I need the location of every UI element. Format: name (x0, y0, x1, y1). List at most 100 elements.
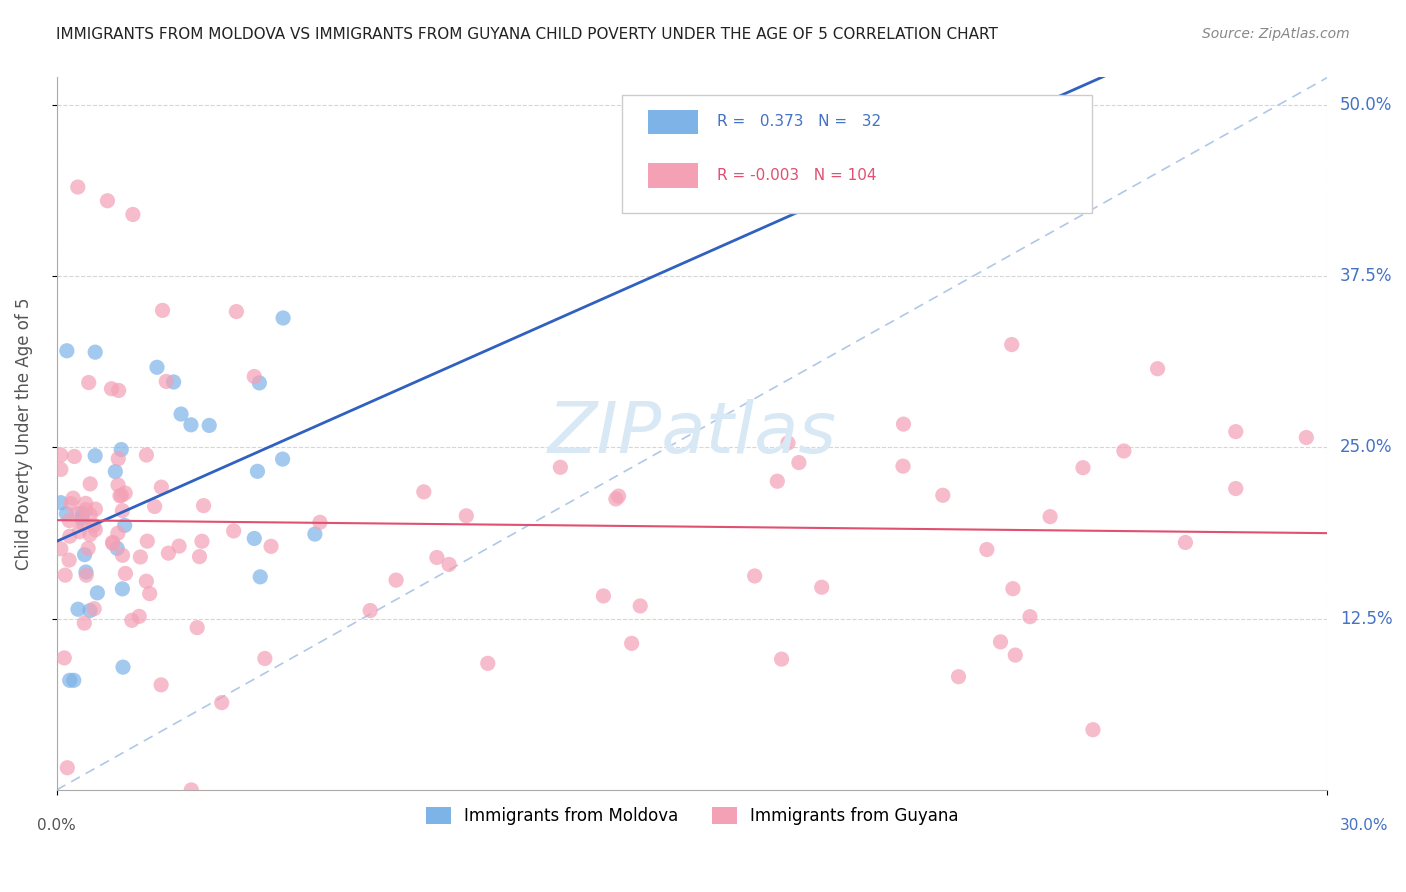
Immigrants from Guyana (53, 568, 76, 582)
Immigrants from Guyana (53, 651, 76, 665)
Immigrants from Moldova (180, 417, 202, 432)
Immigrants from Moldova (304, 527, 326, 541)
Immigrants from Guyana (101, 536, 124, 550)
Immigrants from Guyana (893, 417, 915, 431)
Immigrants from Guyana (1174, 535, 1197, 549)
Immigrants from Guyana (766, 475, 789, 489)
Immigrants from Guyana (84, 523, 107, 537)
Immigrants from Guyana (79, 527, 101, 541)
Immigrants from Guyana (1071, 460, 1094, 475)
Text: IMMIGRANTS FROM MOLDOVA VS IMMIGRANTS FROM GUYANA CHILD POVERTY UNDER THE AGE OF: IMMIGRANTS FROM MOLDOVA VS IMMIGRANTS FR… (56, 27, 998, 42)
Immigrants from Moldova (114, 518, 136, 533)
Immigrants from Guyana (107, 478, 129, 492)
Immigrants from Guyana (121, 207, 143, 221)
Immigrants from Moldova (271, 310, 294, 325)
Immigrants from Guyana (770, 652, 793, 666)
Immigrants from Guyana (193, 499, 215, 513)
Immigrants from Guyana (477, 657, 499, 671)
Immigrants from Moldova (49, 496, 72, 510)
Immigrants from Guyana (1081, 723, 1104, 737)
Immigrants from Guyana (932, 488, 955, 502)
Immigrants from Guyana (49, 462, 72, 476)
Immigrants from Guyana (359, 603, 381, 617)
Immigrants from Guyana (101, 535, 124, 549)
Immigrants from Guyana (605, 491, 627, 506)
Immigrants from Guyana (1019, 609, 1042, 624)
Text: 50.0%: 50.0% (1340, 95, 1392, 114)
Immigrants from Guyana (1146, 361, 1168, 376)
Immigrants from Moldova (56, 343, 79, 358)
Immigrants from Guyana (157, 546, 180, 560)
Immigrants from Guyana (63, 450, 86, 464)
Legend: Immigrants from Moldova, Immigrants from Guyana: Immigrants from Moldova, Immigrants from… (419, 800, 965, 831)
Immigrants from Guyana (180, 783, 202, 797)
Immigrants from Guyana (891, 459, 914, 474)
Immigrants from Guyana (79, 476, 101, 491)
Immigrants from Moldova (84, 345, 107, 359)
Immigrants from Guyana (167, 539, 190, 553)
Bar (648, 163, 699, 188)
Immigrants from Guyana (1001, 337, 1024, 351)
Immigrants from Guyana (107, 384, 129, 398)
Immigrants from Guyana (776, 436, 799, 450)
Text: R =   0.373   N =   32: R = 0.373 N = 32 (717, 114, 882, 129)
Immigrants from Guyana (67, 524, 90, 539)
Immigrants from Guyana (222, 524, 245, 538)
Immigrants from Guyana (79, 508, 101, 522)
Immigrants from Guyana (58, 514, 80, 528)
Immigrants from Guyana (136, 534, 159, 549)
Text: 37.5%: 37.5% (1340, 267, 1393, 285)
Immigrants from Guyana (620, 636, 643, 650)
Immigrants from Guyana (56, 761, 79, 775)
Immigrants from Moldova (271, 452, 294, 467)
Immigrants from Guyana (1004, 648, 1026, 662)
Immigrants from Guyana (121, 613, 143, 627)
Immigrants from Guyana (129, 549, 152, 564)
Immigrants from Moldova (111, 582, 134, 596)
Immigrants from Guyana (550, 460, 572, 475)
Immigrants from Moldova (146, 360, 169, 375)
Immigrants from Guyana (135, 448, 157, 462)
Immigrants from Guyana (58, 553, 80, 567)
Immigrants from Guyana (191, 534, 214, 549)
Immigrants from Guyana (744, 569, 766, 583)
Text: 0.0%: 0.0% (37, 819, 76, 833)
Immigrants from Guyana (107, 526, 129, 541)
Immigrants from Guyana (1295, 430, 1317, 444)
Immigrants from Guyana (143, 500, 166, 514)
Immigrants from Moldova (55, 507, 77, 521)
Immigrants from Guyana (1225, 482, 1247, 496)
Immigrants from Guyana (810, 580, 832, 594)
Immigrants from Guyana (107, 451, 129, 466)
Immigrants from Moldova (72, 507, 94, 521)
Immigrants from Guyana (49, 448, 72, 462)
Text: R = -0.003   N = 104: R = -0.003 N = 104 (717, 168, 877, 183)
Immigrants from Moldova (111, 660, 134, 674)
Immigrants from Guyana (990, 635, 1012, 649)
Immigrants from Guyana (976, 542, 998, 557)
Immigrants from Guyana (225, 304, 247, 318)
Immigrants from Guyana (114, 486, 136, 500)
Immigrants from Guyana (155, 375, 177, 389)
Immigrants from Guyana (72, 516, 94, 530)
Immigrants from Guyana (188, 549, 211, 564)
Immigrants from Guyana (1001, 582, 1024, 596)
Immigrants from Guyana (111, 503, 134, 517)
Immigrants from Guyana (62, 491, 84, 505)
Immigrants from Moldova (73, 548, 96, 562)
Immigrants from Guyana (100, 382, 122, 396)
Immigrants from Guyana (437, 558, 460, 572)
Text: 25.0%: 25.0% (1340, 438, 1393, 457)
Immigrants from Guyana (75, 568, 97, 582)
Immigrants from Moldova (62, 673, 84, 688)
Immigrants from Guyana (66, 180, 89, 194)
Immigrants from Guyana (787, 456, 810, 470)
Immigrants from Guyana (152, 303, 174, 318)
Immigrants from Guyana (253, 651, 276, 665)
Immigrants from Guyana (73, 616, 96, 631)
Immigrants from Guyana (77, 541, 100, 556)
Immigrants from Moldova (104, 465, 127, 479)
Immigrants from Guyana (607, 489, 630, 503)
Immigrants from Guyana (49, 541, 72, 556)
Immigrants from Guyana (150, 480, 173, 494)
